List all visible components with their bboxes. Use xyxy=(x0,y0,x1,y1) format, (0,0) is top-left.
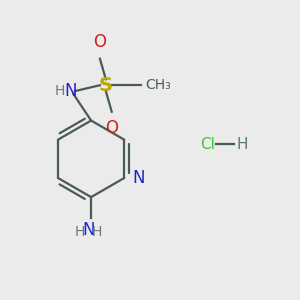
Text: N: N xyxy=(133,169,145,187)
Text: H: H xyxy=(75,225,85,239)
Text: H: H xyxy=(92,225,102,239)
Text: Cl: Cl xyxy=(200,136,215,152)
Text: H: H xyxy=(237,136,248,152)
Text: H: H xyxy=(55,84,65,98)
Text: CH₃: CH₃ xyxy=(146,78,171,92)
Text: N: N xyxy=(64,82,77,100)
Text: S: S xyxy=(99,76,113,95)
Text: N: N xyxy=(82,221,94,239)
Text: O: O xyxy=(93,33,106,51)
Text: O: O xyxy=(105,119,118,137)
